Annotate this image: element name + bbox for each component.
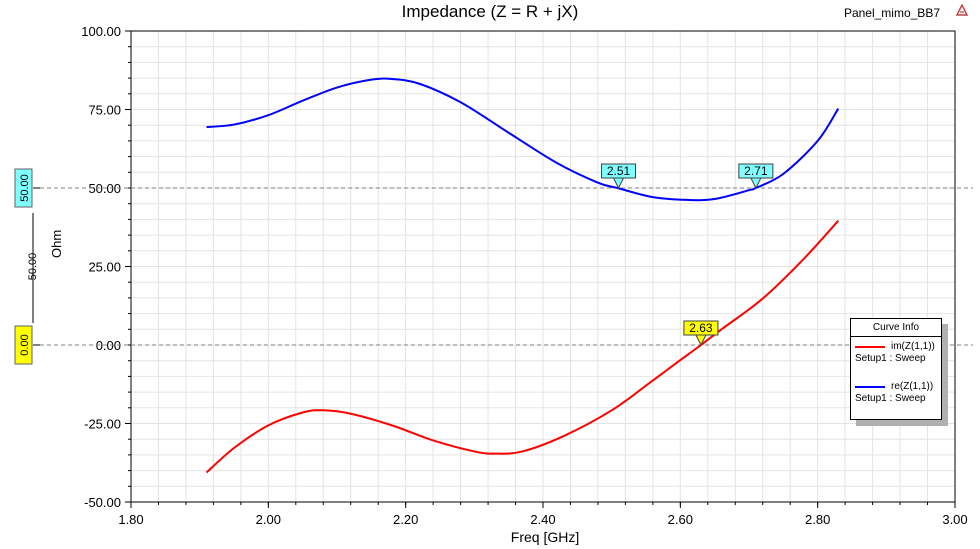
x-tick-label: 2.60	[668, 512, 693, 527]
y-tick-label: 75.00	[88, 103, 121, 118]
x-tick-label: 2.20	[393, 512, 418, 527]
ansys-logo-icon	[956, 4, 968, 16]
legend-series-setup: Setup1 : Sweep	[855, 353, 926, 364]
project-name: Panel_mimo_BB7	[843, 6, 940, 20]
x-tick-label: 2.80	[805, 512, 830, 527]
side-ref-lower-box	[14, 325, 33, 365]
side-ref-lower-label: 0.00	[19, 334, 31, 355]
series-line-im-z-1-1-	[205, 219, 840, 474]
legend-swatch-im	[855, 346, 885, 348]
y-tick-label: 0.00	[96, 338, 121, 353]
x-tick-label: 2.40	[530, 512, 555, 527]
legend-swatch-re	[855, 386, 885, 388]
side-ref-lower[interactable]: 0.00	[14, 325, 33, 365]
y-tick-label: 25.00	[88, 260, 121, 275]
marker-box	[601, 163, 637, 179]
legend-series-setup: Setup1 : Sweep	[855, 393, 926, 404]
side-ref-upper[interactable]: 50.00	[14, 168, 33, 208]
x-tick-label: 3.00	[942, 512, 967, 527]
side-scale-span: 50.00	[27, 253, 39, 281]
legend-series-name: re(Z(1,1))	[891, 381, 934, 392]
x-axis-label: Freq [GHz]	[510, 529, 580, 545]
legend-title: Curve Info	[872, 322, 920, 333]
chart-title: Impedance (Z = R + jX)	[401, 2, 579, 21]
curve-info-legend[interactable]: Curve Info im(Z(1,1)) Setup1 : Sweep re(…	[850, 318, 942, 420]
series-line-re-z-1-1-	[206, 77, 840, 202]
marker-box	[683, 320, 719, 336]
marker-label: 2.51	[607, 164, 631, 178]
x-tick-label: 2.00	[256, 512, 281, 527]
side-ref-upper-label: 50.00	[19, 174, 31, 202]
side-ref-upper-box	[14, 168, 33, 208]
y-axis-label: Ohm	[49, 229, 64, 258]
legend-series-name: im(Z(1,1))	[891, 341, 935, 352]
marker-label: 2.63	[689, 321, 713, 335]
y-tick-label: -25.00	[84, 417, 121, 432]
y-tick-label: -50.00	[84, 495, 121, 510]
marker-box	[738, 163, 774, 179]
x-tick-label: 1.80	[118, 512, 143, 527]
marker-label: 2.71	[744, 164, 768, 178]
legend-divider	[851, 336, 941, 337]
y-tick-label: 100.00	[81, 24, 121, 39]
